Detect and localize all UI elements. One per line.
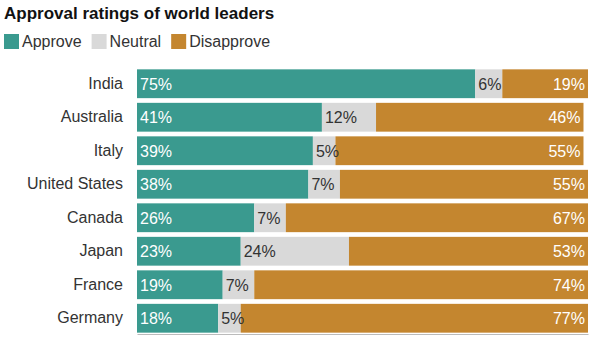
legend-swatch bbox=[92, 34, 107, 49]
data-label: 7% bbox=[226, 277, 249, 294]
bar bbox=[254, 270, 588, 299]
y-axis: India Australia Italy United States Canada Ja… bbox=[27, 75, 137, 327]
data-label: 55% bbox=[553, 176, 585, 193]
data-label: 26% bbox=[140, 210, 172, 227]
category-label: Germany bbox=[57, 309, 123, 326]
plot: 75% 6% 19% 41% 12% 46% 39% 5% 55% 38% 7% 55% 26% 7% 67… bbox=[27, 69, 589, 334]
legend-label: Approve bbox=[22, 33, 82, 50]
bar bbox=[241, 304, 588, 333]
data-label: 7% bbox=[257, 210, 280, 227]
bars bbox=[137, 69, 588, 332]
y-tick: Germany bbox=[57, 309, 137, 326]
bar bbox=[376, 103, 583, 132]
y-tick: France bbox=[73, 276, 137, 293]
legend-swatch bbox=[4, 34, 19, 49]
bar bbox=[340, 170, 588, 199]
y-tick: Australia bbox=[61, 108, 137, 125]
data-label: 6% bbox=[478, 76, 501, 93]
category-label: Canada bbox=[67, 209, 123, 226]
category-label: Italy bbox=[94, 142, 123, 159]
category-label: France bbox=[73, 276, 123, 293]
legend-label: Neutral bbox=[110, 33, 162, 50]
title: Approval ratings of world leaders bbox=[4, 4, 274, 23]
legend-label: Disapprove bbox=[189, 33, 270, 50]
data-label: 5% bbox=[221, 310, 244, 327]
data-label: 46% bbox=[548, 109, 580, 126]
category-label: India bbox=[88, 75, 123, 92]
bar bbox=[254, 203, 286, 232]
data-label: 55% bbox=[548, 143, 580, 160]
x-axis bbox=[138, 334, 589, 335]
bar bbox=[137, 203, 254, 232]
bar bbox=[137, 170, 308, 199]
bar bbox=[308, 170, 340, 199]
bar bbox=[475, 69, 502, 98]
category-label: Australia bbox=[61, 108, 123, 125]
data-label: 53% bbox=[553, 243, 585, 260]
legend: Approve Neutral Disapprove bbox=[4, 33, 270, 50]
bar bbox=[137, 304, 218, 333]
data-label: 67% bbox=[553, 210, 585, 227]
bar bbox=[137, 237, 241, 266]
bar bbox=[322, 103, 376, 132]
y-tick: Italy bbox=[94, 142, 137, 159]
data-label: 77% bbox=[553, 310, 585, 327]
data-label: 24% bbox=[244, 243, 276, 260]
y-tick: India bbox=[88, 75, 137, 92]
y-tick: Japan bbox=[79, 242, 137, 259]
bar bbox=[137, 103, 322, 132]
data-label: 19% bbox=[553, 76, 585, 93]
data-label: 12% bbox=[325, 109, 357, 126]
y-tick: Canada bbox=[67, 209, 137, 226]
bar bbox=[349, 237, 588, 266]
data-label: 74% bbox=[553, 277, 585, 294]
bar bbox=[223, 270, 255, 299]
y-tick: United States bbox=[27, 175, 137, 192]
legend-swatch bbox=[171, 34, 186, 49]
data-label: 5% bbox=[316, 143, 339, 160]
axis-line bbox=[138, 334, 589, 335]
bar bbox=[137, 69, 475, 98]
data-label: 7% bbox=[311, 176, 334, 193]
bar bbox=[502, 69, 588, 98]
data-labels: 75% 6% 19% 41% 12% 46% 39% 5% 55% 38% 7% 55% 26% 7% 67… bbox=[140, 76, 585, 328]
data-label: 19% bbox=[140, 277, 172, 294]
category-label: Japan bbox=[79, 242, 123, 259]
bar bbox=[137, 136, 313, 165]
chart: Approval ratings of world leaders Approve… bbox=[0, 0, 600, 342]
bar bbox=[137, 270, 223, 299]
data-label: 18% bbox=[140, 310, 172, 327]
data-label: 41% bbox=[140, 109, 172, 126]
data-label: 23% bbox=[140, 243, 172, 260]
bar bbox=[241, 237, 349, 266]
data-label: 39% bbox=[140, 143, 172, 160]
category-label: United States bbox=[27, 175, 123, 192]
bar bbox=[286, 203, 588, 232]
bar bbox=[335, 136, 583, 165]
data-label: 38% bbox=[140, 176, 172, 193]
data-label: 75% bbox=[140, 76, 172, 93]
